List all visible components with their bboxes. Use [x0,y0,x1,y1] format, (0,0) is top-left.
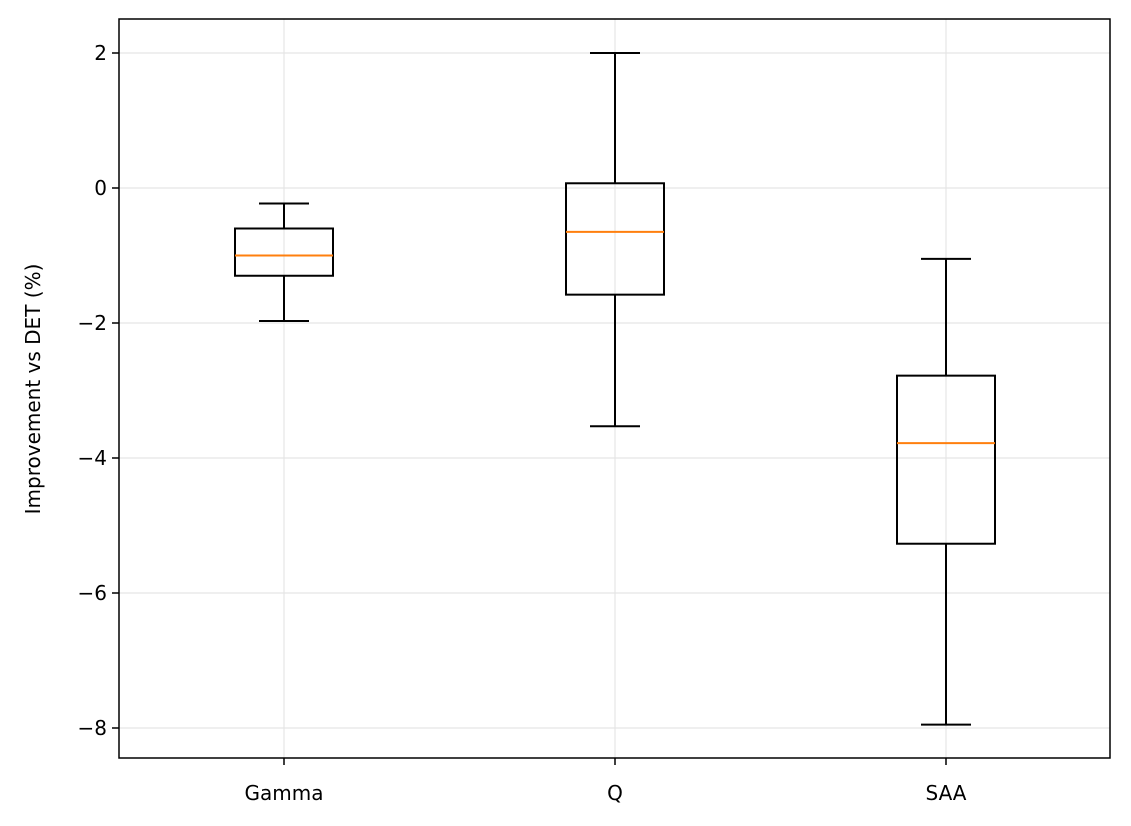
x-tick-label-q: Q [607,781,623,805]
box-q [565,52,665,428]
grid-layer [119,19,1110,758]
y-tick-label: −2 [78,311,107,335]
x-tick-label-saa: SAA [926,781,967,805]
tick-layer: 2 0 −2 −4 −6 −8 Gamma Q SAA [78,41,967,805]
x-tick-label-gamma: Gamma [245,781,324,805]
iqr-box [896,374,996,545]
y-tick-label: −4 [78,446,107,470]
iqr-box [565,182,665,296]
iqr-box [234,227,334,277]
y-tick-label: −6 [78,581,107,605]
y-tick-label: 2 [94,41,107,65]
y-tick-label: −8 [78,716,107,740]
y-tick-label: 0 [94,176,107,200]
box-saa [896,257,996,726]
box-gamma [234,202,334,322]
y-axis-label: Improvement vs DET (%) [21,264,45,515]
box-layer [234,52,996,726]
